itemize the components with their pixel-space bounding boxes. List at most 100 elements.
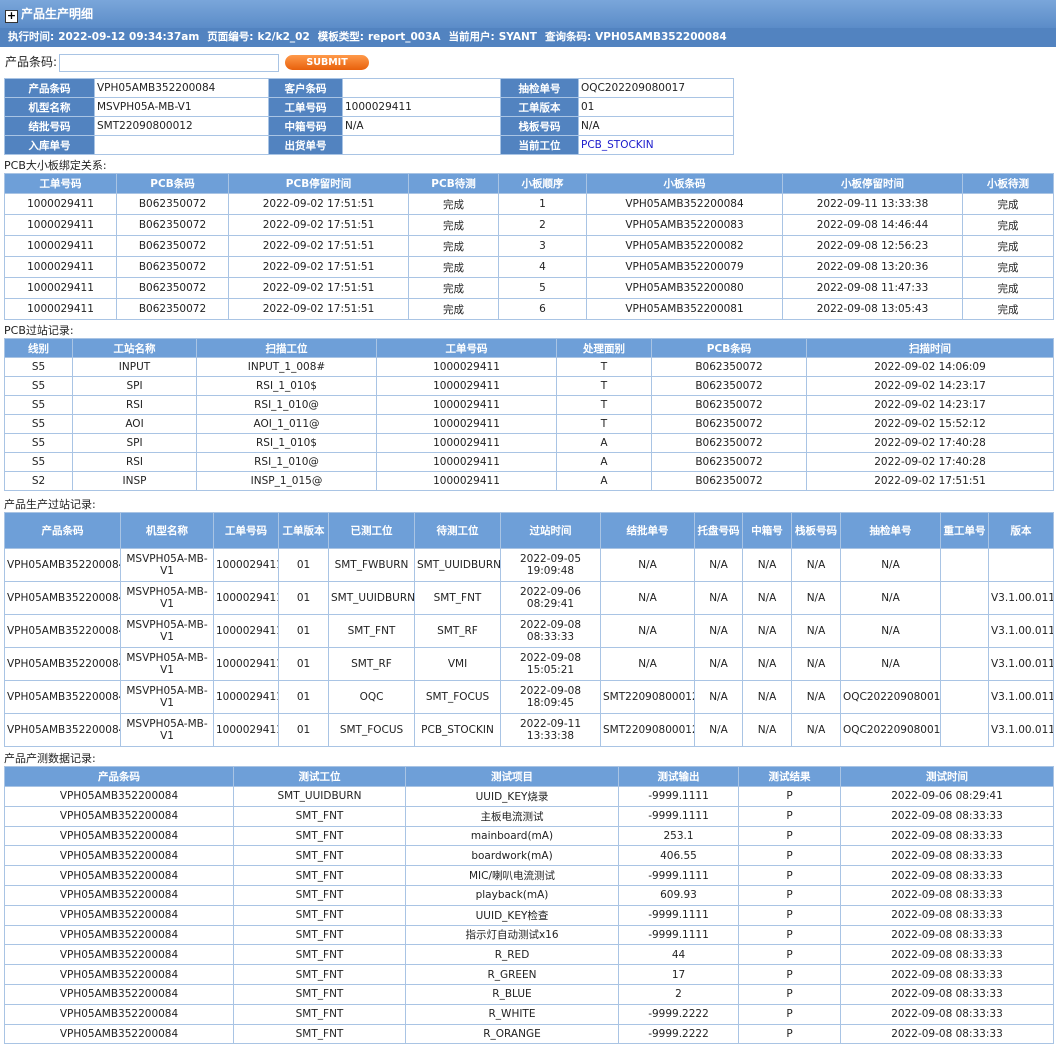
table-cell: N/A [742,614,792,648]
table-row: VPH05AMB352200084 SMT_FNT R_GREEN 17 P 2022-0… [4,964,1054,985]
table-cell: 2022-09-05 19:09:48 [500,548,601,582]
table-cell: N/A [600,548,695,582]
table-cell: 2022-09-08 08:33:33 [500,614,601,648]
column-header: 工单号码 [213,512,279,549]
column-header: PCB条码 [116,173,229,194]
table-cell: SMT_FNT [233,944,406,966]
table-cell: -9999.2222 [618,1003,739,1025]
table-cell: 2022-09-02 17:51:51 [228,235,409,257]
table-cell: 2022-09-08 11:47:33 [782,277,963,299]
table-cell: 01 [278,647,329,681]
table-cell: N/A [840,647,941,681]
table-cell: 2022-09-08 08:33:33 [840,964,1054,985]
section-title: PCB大小板绑定关系: [4,159,107,172]
table-cell: S5 [4,414,73,434]
table-cell: N/A [791,680,841,714]
table-cell: INSP [72,471,197,491]
expand-icon[interactable]: + [5,9,18,23]
table-cell: -9999.1111 [618,786,739,807]
table-cell: boardwork(mA) [405,845,619,867]
table-cell: AOI_1_011@ [196,414,377,434]
info-label: 执行时间: [8,31,55,43]
table-cell: P [738,983,841,1005]
table-cell: UUID_KEY烧录 [405,786,619,807]
table-cell: 主板电流测试 [405,805,619,827]
table-cell: SMT_FNT [414,581,501,615]
field-label: 入库单号 [4,135,95,155]
column-header: 线别 [4,338,73,358]
info-label: 模板类型: [317,31,364,43]
table-row: 1000029411 B062350072 2022-09-02 17:51:51 完… [4,235,1054,257]
table-cell: -9999.1111 [618,805,739,827]
section-title: 产品产测数据记录: [4,752,96,765]
table-cell [940,581,989,615]
column-header: 工单号码 [376,338,557,358]
table-cell: VPH05AMB352200080 [586,277,783,299]
field-label: 出货单号 [268,135,343,155]
table-row: VPH05AMB352200084 SMT_UUIDBURN UUID_KEY烧录 -… [4,786,1054,807]
table-cell: 2022-09-08 08:33:33 [840,805,1054,827]
table-cell: N/A [600,581,695,615]
field-label: 机型名称 [4,97,95,117]
table-cell: 2022-09-08 14:46:44 [782,214,963,236]
table-cell: VPH05AMB352200082 [586,235,783,257]
table-cell: B062350072 [651,452,807,472]
table-cell: VPH05AMB352200084 [4,1003,234,1025]
column-header: 重工单号 [940,512,989,549]
table-cell: 完成 [962,214,1054,236]
table-cell: T [556,376,652,396]
info-row: 入库单号 出货单号 当前工位 PCB_STOCKIN [4,135,734,155]
field-value: VPH05AMB352200084 [94,78,269,98]
table-cell: N/A [791,647,841,681]
table-cell: SPI [72,433,197,453]
table-cell: VPH05AMB352200084 [4,944,234,966]
table-cell: R_ORANGE [405,1023,619,1044]
table-cell: SMT_FNT [233,845,406,867]
table-cell: VPH05AMB352200084 [4,825,234,847]
table-cell: VPH05AMB352200084 [4,865,234,886]
info-label: 当前用户: [448,31,495,43]
table-cell: P [738,884,841,906]
table-cell: 5 [498,277,587,299]
table-cell: SMT_RF [414,614,501,648]
table-cell: N/A [694,680,743,714]
barcode-input[interactable] [59,53,280,72]
table-row: VPH05AMB352200084 MSVPH05A-MB-V1 100002941… [4,614,1054,648]
column-header: 小板待测 [962,173,1054,194]
field-label: 客户条码 [268,78,343,98]
table-cell: 2022-09-08 08:33:33 [840,924,1054,946]
table-cell: 2022-09-08 18:09:45 [500,680,601,714]
table-cell: 2022-09-02 17:51:51 [806,471,1054,491]
table-cell: SMT_FNT [233,1023,406,1044]
table-cell: 2022-09-02 14:23:17 [806,395,1054,415]
column-header: 机型名称 [120,512,214,549]
table-cell: V3.1.00.011 [988,647,1054,681]
data-table: 工单号码 PCB条码 PCB停留时间 PCB待测 小板顺序 小板条码 小板停留时间 小板待测 1… [4,173,1054,320]
field-value: 1000029411 [342,97,501,117]
table-row: VPH05AMB352200084 MSVPH05A-MB-V1 100002941… [4,713,1054,747]
table-row: S5 SPI RSI_1_010$ 1000029411 A B062350072 2022… [4,433,1054,453]
table-cell: 1000029411 [4,214,117,236]
table-row: S5 AOI AOI_1_011@ 1000029411 T B062350072 2022… [4,414,1054,434]
table-cell: VPH05AMB352200084 [586,193,783,215]
table-row: S5 RSI RSI_1_010@ 1000029411 T B062350072 2022… [4,395,1054,415]
table-row: 1000029411 B062350072 2022-09-02 17:51:51 完… [4,277,1054,299]
table-row: VPH05AMB352200084 SMT_FNT UUID_KEY检查 -9999.… [4,904,1054,926]
table-cell: N/A [791,548,841,582]
column-header: 工单号码 [4,173,117,194]
table-cell: MSVPH05A-MB-V1 [120,614,214,648]
table-cell: P [738,944,841,966]
table-cell: MSVPH05A-MB-V1 [120,647,214,681]
table-cell: N/A [742,680,792,714]
table-cell: VPH05AMB352200081 [586,298,783,320]
column-header: 测试结果 [738,766,841,787]
table-cell: B062350072 [116,193,229,215]
table-cell: B062350072 [651,471,807,491]
table-cell: T [556,357,652,377]
table-cell: B062350072 [116,256,229,278]
table-cell: SMT_UUIDBURN [328,581,415,615]
submit-button[interactable]: SUBMIT [285,55,370,70]
table-cell: 2022-09-11 13:33:38 [782,193,963,215]
field-value: N/A [578,116,734,136]
